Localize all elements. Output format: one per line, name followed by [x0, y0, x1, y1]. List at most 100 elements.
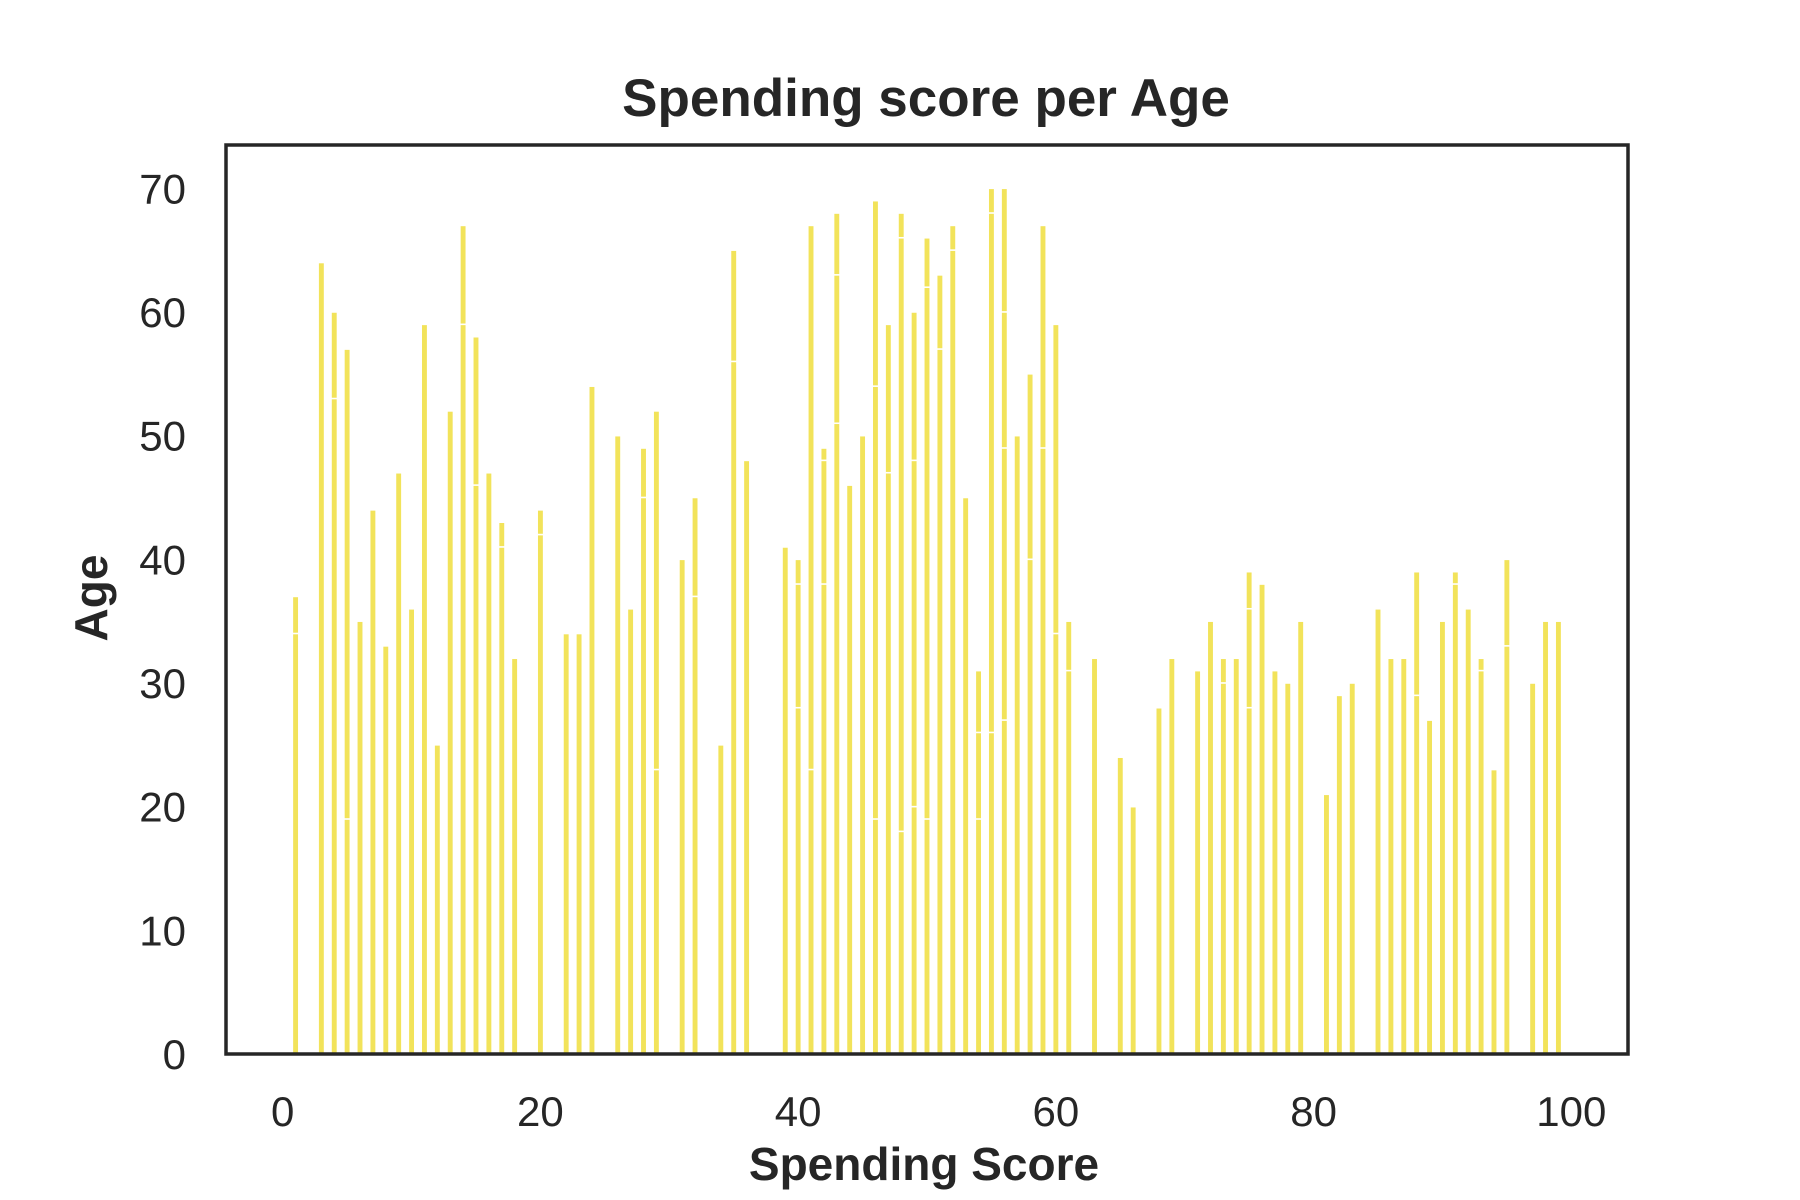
- bar-score-14-age-59: [459, 323, 468, 1055]
- bar-score-17-age-41: [497, 546, 506, 1055]
- y-tick-label: 70: [139, 165, 186, 212]
- bar-score-4-age-53: [330, 397, 339, 1055]
- bar-score-56-age-27: [1000, 719, 1009, 1055]
- bar-score-9-age-47: [394, 471, 403, 1055]
- bar-score-8-age-33: [381, 645, 390, 1055]
- bar-score-59-age-49: [1038, 447, 1048, 1055]
- bar-score-16-age-47: [484, 471, 493, 1055]
- bar-score-55-age-26: [987, 731, 996, 1055]
- bar-score-57-age-50: [1013, 434, 1022, 1055]
- bars-group: [291, 187, 1563, 1055]
- bar-score-27-age-36: [626, 607, 635, 1055]
- x-axis-label: Spending Score: [749, 1138, 1099, 1190]
- bar-score-22-age-34: [562, 632, 571, 1055]
- y-tick-label: 30: [139, 660, 186, 707]
- bar-score-83-age-30: [1348, 682, 1357, 1055]
- y-tick-label: 20: [139, 784, 186, 831]
- bar-score-71-age-31: [1193, 669, 1202, 1055]
- bar-score-97-age-30: [1528, 682, 1537, 1055]
- y-tick-labels: 0 10 20 30 40 50 60 70: [139, 165, 186, 1078]
- bar-score-26-age-50: [613, 434, 622, 1055]
- bar-score-68-age-28: [1154, 706, 1163, 1055]
- bar-score-1-age-34: [291, 632, 300, 1055]
- bar-score-76-age-38: [1257, 583, 1267, 1055]
- bar-score-5-age-19: [343, 818, 352, 1055]
- bar-score-18-age-32: [510, 657, 519, 1055]
- y-tick-label: 40: [139, 536, 186, 583]
- bar-score-77-age-31: [1270, 669, 1279, 1055]
- bar-score-72-age-35: [1206, 620, 1215, 1055]
- bar-score-28-age-45: [639, 496, 648, 1055]
- bar-score-45-age-50: [858, 434, 867, 1055]
- bar-score-29-age-23: [652, 768, 661, 1055]
- bar-score-74-age-32: [1232, 657, 1241, 1055]
- bar-score-69-age-32: [1167, 657, 1176, 1055]
- y-tick-label: 10: [139, 907, 186, 954]
- bar-score-86-age-32: [1386, 657, 1395, 1055]
- bar-score-85-age-36: [1373, 607, 1383, 1055]
- bar-score-58-age-40: [1026, 558, 1035, 1055]
- bar-score-13-age-52: [446, 410, 455, 1055]
- bar-score-90-age-35: [1438, 620, 1447, 1055]
- bar-score-89-age-27: [1425, 719, 1434, 1055]
- bar-score-48-age-18: [897, 830, 906, 1055]
- bar-score-60-age-34: [1051, 632, 1060, 1055]
- bar-score-40-age-28: [794, 706, 803, 1055]
- bar-score-23-age-34: [575, 632, 584, 1055]
- bar-score-31-age-40: [678, 558, 687, 1055]
- y-tick-label: 50: [139, 413, 186, 460]
- x-tick-label: 100: [1536, 1088, 1606, 1135]
- bar-score-43-age-51: [832, 422, 841, 1055]
- bar-score-79-age-35: [1296, 620, 1305, 1055]
- bar-score-6-age-35: [355, 620, 365, 1055]
- bar-score-73-age-30: [1219, 682, 1228, 1055]
- bar-score-10-age-36: [407, 607, 416, 1055]
- plot-frame: [224, 143, 1630, 1056]
- x-tick-label: 0: [271, 1088, 294, 1135]
- bar-score-53-age-45: [961, 496, 970, 1055]
- bar-score-92-age-36: [1464, 607, 1473, 1055]
- bar-score-78-age-30: [1283, 682, 1292, 1055]
- bar-score-42-age-38: [819, 583, 828, 1055]
- bar-score-95-age-33: [1502, 645, 1511, 1055]
- bar-score-87-age-32: [1399, 657, 1408, 1055]
- bar-score-39-age-41: [781, 546, 790, 1055]
- bar-score-81-age-21: [1322, 793, 1331, 1055]
- x-tick-label: 20: [517, 1088, 564, 1135]
- x-tick-label: 60: [1033, 1088, 1080, 1135]
- bar-score-34-age-25: [716, 744, 725, 1055]
- bar-score-88-age-29: [1412, 694, 1421, 1055]
- bar-score-46-age-19: [871, 818, 880, 1055]
- bar-score-36-age-48: [742, 459, 751, 1055]
- y-axis-label: Age: [65, 555, 117, 642]
- bar-score-65-age-24: [1116, 756, 1125, 1055]
- bar-score-61-age-31: [1064, 669, 1073, 1055]
- bar-score-98-age-35: [1541, 620, 1550, 1055]
- bar-score-47-age-47: [884, 471, 893, 1055]
- bar-score-32-age-37: [691, 595, 700, 1055]
- chart-title: Spending score per Age: [622, 69, 1230, 128]
- bar-score-12-age-25: [433, 744, 442, 1055]
- bar-score-51-age-57: [935, 348, 944, 1055]
- bar-score-75-age-28: [1245, 706, 1254, 1055]
- bar-score-50-age-19: [922, 818, 932, 1055]
- x-tick-label: 80: [1290, 1088, 1337, 1135]
- bar-score-54-age-19: [974, 818, 983, 1055]
- bar-score-7-age-44: [368, 509, 377, 1055]
- bar-score-94-age-23: [1489, 768, 1499, 1055]
- bar-score-41-age-23: [806, 768, 816, 1055]
- bar-score-35-age-56: [729, 360, 738, 1055]
- bar-score-44-age-46: [845, 484, 854, 1055]
- bar-score-63-age-32: [1090, 657, 1099, 1055]
- x-tick-label: 40: [775, 1088, 822, 1135]
- bar-score-82-age-29: [1335, 694, 1344, 1055]
- bar-score-49-age-20: [910, 805, 919, 1055]
- bar-score-15-age-46: [471, 484, 481, 1055]
- bar-score-24-age-54: [587, 385, 597, 1055]
- bar-score-20-age-42: [536, 533, 545, 1055]
- x-tick-labels: 0 20 40 60 80 100: [271, 1088, 1606, 1135]
- bar-score-52-age-65: [948, 249, 957, 1055]
- bar-score-91-age-38: [1451, 583, 1460, 1055]
- bar-score-3-age-64: [317, 261, 326, 1055]
